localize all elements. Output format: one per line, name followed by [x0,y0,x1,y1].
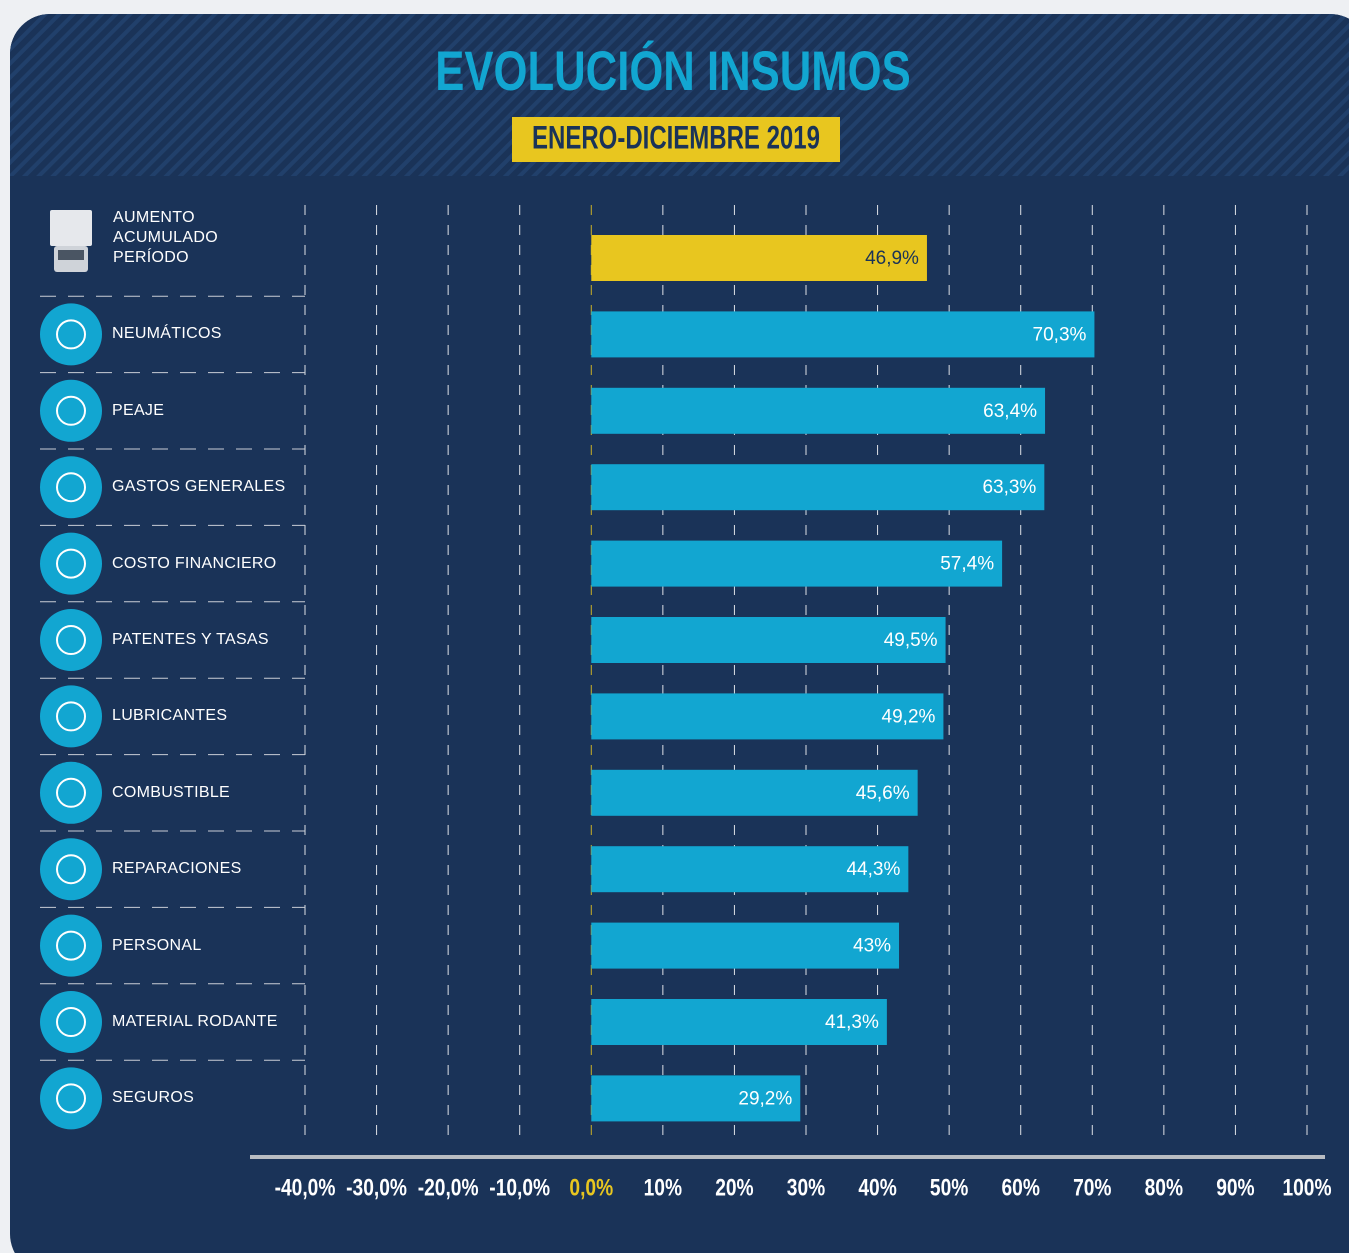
category-label: NEUMÁTICOS [112,325,222,343]
category-icon [40,991,102,1053]
x-tick-label: -20,0% [418,1173,479,1201]
value-label: 63,4% [983,401,1037,422]
category-icon-detail [56,777,86,808]
x-tick-label: 10% [644,1173,682,1201]
bar [591,999,887,1045]
x-tick-label: -40,0% [275,1173,336,1201]
bar [591,769,918,816]
category-icon [40,379,102,442]
value-label: 57,4% [940,554,994,575]
value-label: 46,9% [865,248,919,269]
bar [591,540,1003,587]
category-label: AUMENTO ACUMULADO PERÍODO [113,209,218,266]
x-tick-label: 100% [1282,1173,1331,1201]
category-icon [40,532,102,595]
category-label: PEAJE [112,401,165,419]
bar [591,1075,801,1122]
category-icon [40,1067,102,1130]
value-label: 45,6% [856,783,910,804]
x-tick-label: -10,0% [489,1173,550,1201]
x-tick-label: 80% [1145,1173,1183,1201]
x-tick-label: 90% [1216,1173,1254,1201]
bar [591,846,909,893]
category-icon [40,456,102,519]
category-label: REPARACIONES [112,860,242,878]
x-tick-label: 50% [930,1173,968,1201]
x-tick-label: 20% [715,1173,753,1201]
category-label: GASTOS GENERALES [112,478,286,496]
x-tick-label: -30,0% [346,1173,407,1201]
x-tick-label: 0,0% [569,1173,613,1201]
bar [591,693,944,740]
x-tick-label: 30% [787,1173,825,1201]
category-icon-detail [56,472,86,503]
bar [591,387,1046,434]
value-label: 49,2% [882,706,936,727]
value-label: 44,3% [846,859,900,880]
category-icon-detail [56,701,86,732]
category-label: MATERIAL RODANTE [112,1013,278,1030]
value-label: 70,3% [1033,324,1087,345]
bar [591,617,946,663]
bar [591,464,1045,511]
category-icon-detail [56,854,86,885]
category-icon [40,838,102,901]
x-tick-label: 70% [1073,1173,1111,1201]
category-icon-detail [56,319,86,350]
category-icon-detail [56,1007,86,1037]
truck-icon [58,250,84,260]
category-icon [40,303,102,366]
x-tick-label: 40% [858,1173,896,1201]
category-icon-detail [56,1083,86,1114]
category-icon-detail [56,930,86,961]
category-label: COSTO FINANCIERO [112,554,277,572]
category-icon [40,761,102,824]
value-label: 63,3% [982,477,1036,498]
subtitle-box [512,117,840,162]
category-icon [40,914,102,977]
bar [591,235,927,281]
category-label: LUBRICANTES [112,707,228,725]
chart-title: EVOLUCIÓN INSUMOS [435,40,911,102]
category-label: PATENTES Y TASAS [112,631,269,648]
category-icon-detail [56,625,86,655]
value-label: 49,5% [884,630,938,651]
value-label: 41,3% [825,1012,879,1033]
chart-subtitle: ENERO-DICIEMBRE 2019 [532,119,820,155]
value-label: 43% [853,936,891,957]
x-tick-label: 60% [1002,1173,1040,1201]
category-icon [40,609,102,671]
bar [591,922,900,969]
value-label: 29,2% [738,1088,792,1109]
category-icon-detail [56,548,86,579]
category-icon-detail [56,395,86,426]
category-icon [40,685,102,748]
category-label: COMBUSTIBLE [112,783,230,801]
truck-icon [50,210,92,246]
category-label: SEGUROS [112,1089,195,1107]
category-label: PERSONAL [112,936,202,954]
bar [591,311,1095,358]
